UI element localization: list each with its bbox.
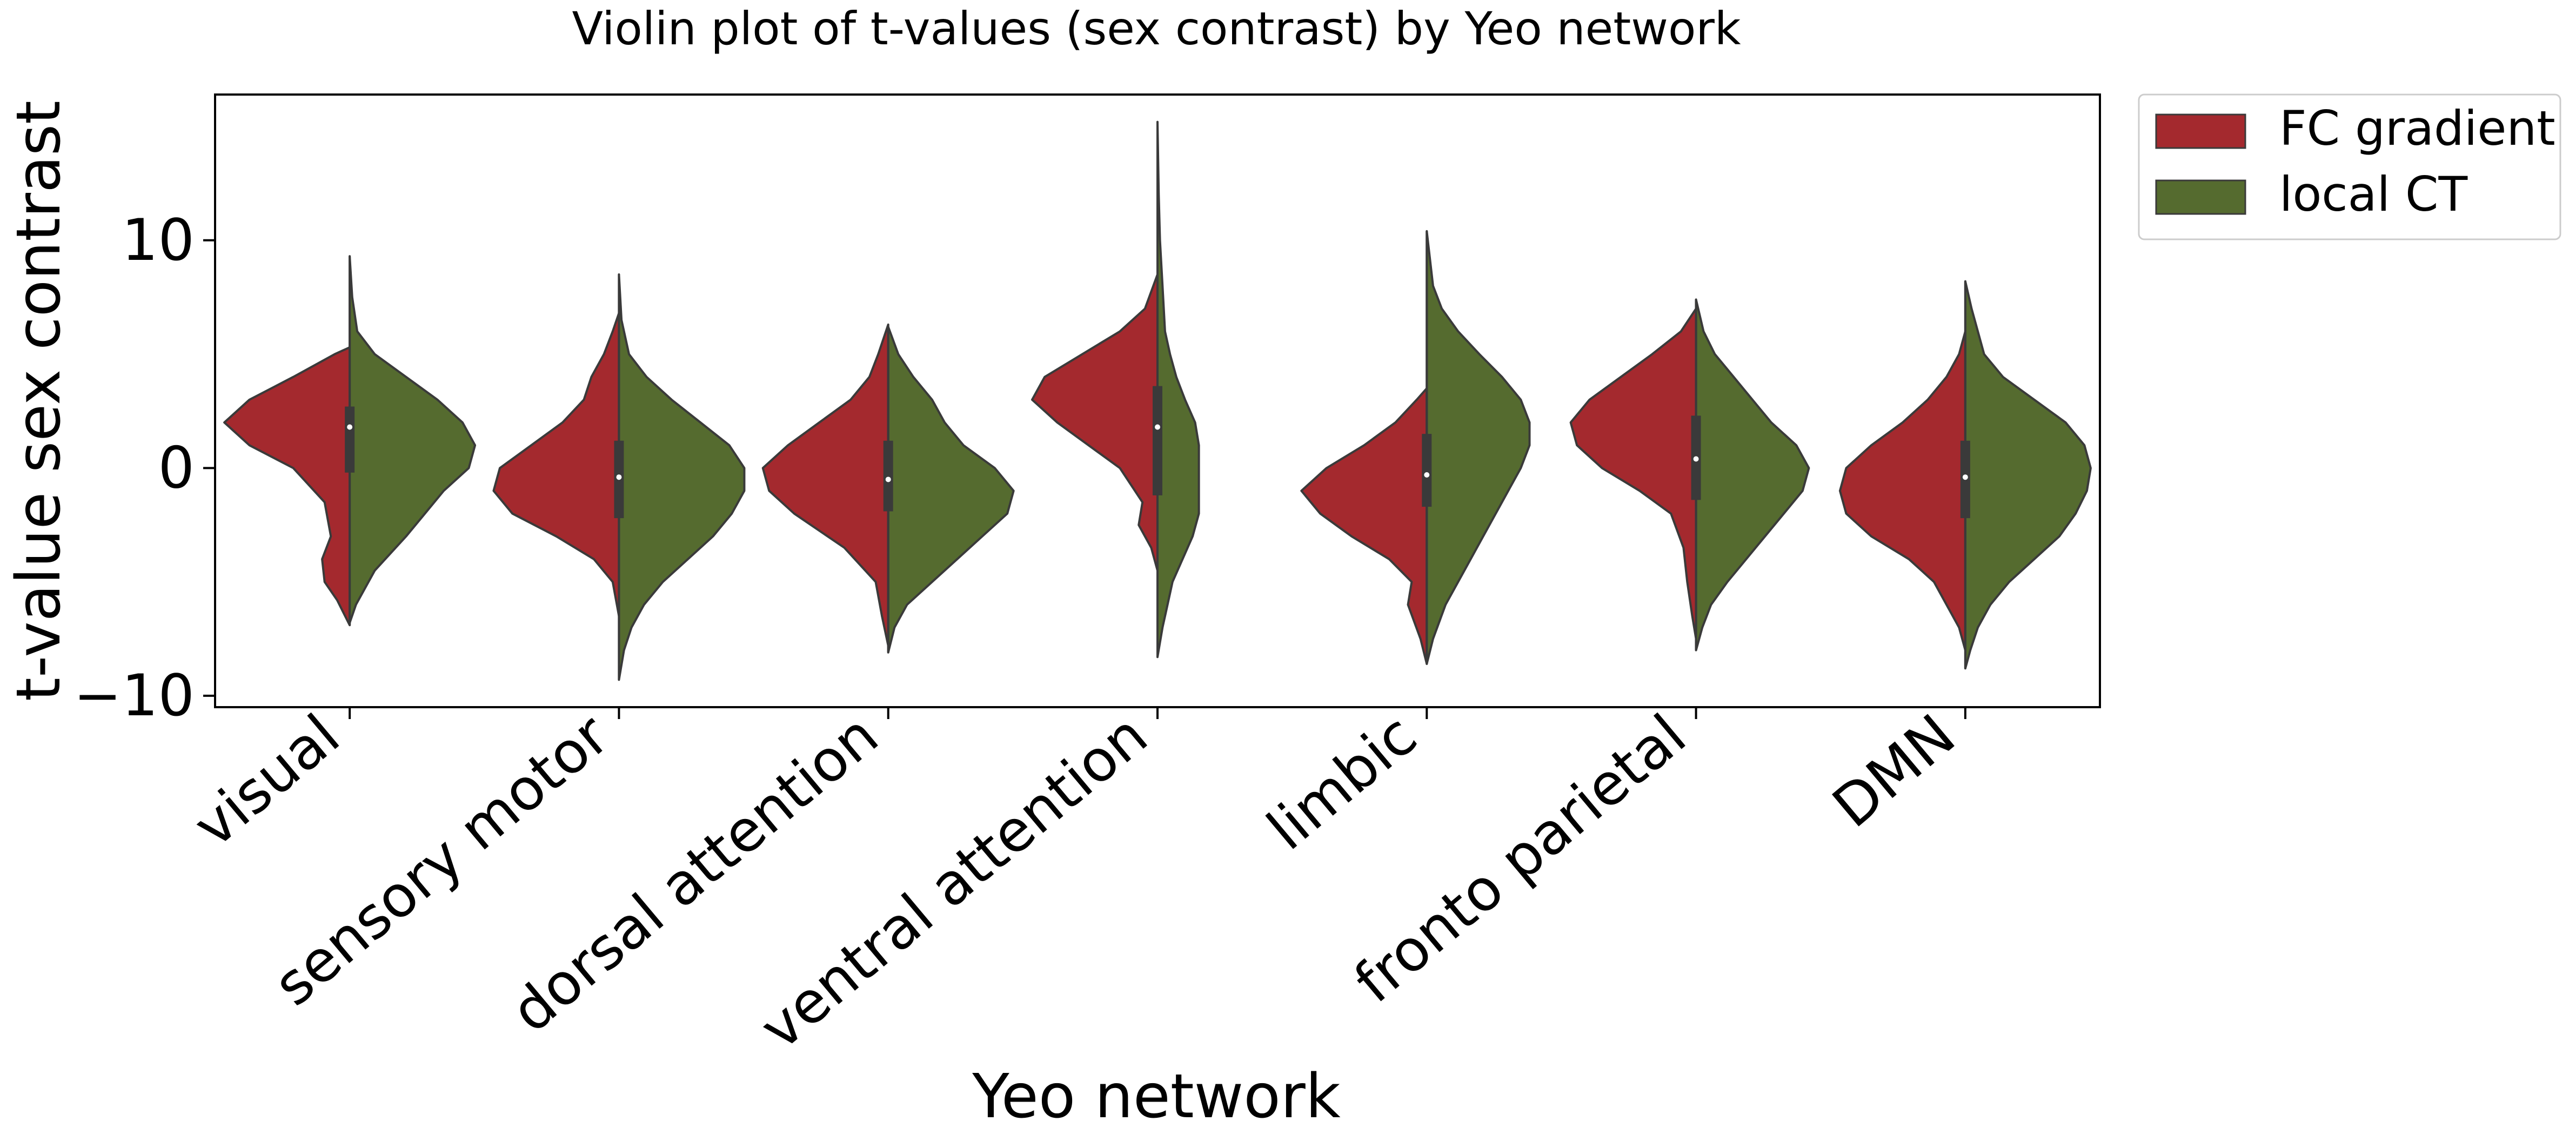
plot-area bbox=[223, 120, 2092, 681]
y-tick-label: 10 bbox=[122, 207, 195, 273]
median-dot-visual bbox=[347, 424, 353, 430]
violin-fc-gradient-visual bbox=[223, 346, 351, 627]
y-axis-label: t-value sex contrast bbox=[4, 100, 74, 701]
legend-swatch-fc-gradient bbox=[2155, 113, 2246, 149]
violin-local-ct-limbic bbox=[1426, 230, 1531, 665]
y-axis: −10 0 10 bbox=[73, 207, 215, 729]
violin-fc-gradient-dorsal-attention bbox=[761, 323, 889, 647]
median-dot-dorsal-attention bbox=[885, 476, 891, 482]
violin-fc-gradient-ventral-attention bbox=[1031, 273, 1159, 572]
iqr-box-ventral-attention bbox=[1153, 386, 1162, 495]
legend: FC gradient local CT bbox=[2138, 93, 2561, 240]
iqr-box-dorsal-attention bbox=[883, 440, 893, 512]
iqr-box-visual bbox=[345, 406, 355, 473]
legend-swatch-local-ct bbox=[2155, 179, 2246, 215]
legend-label-local-ct: local CT bbox=[2279, 166, 2468, 222]
chart-title: Violin plot of t-values (sex contrast) b… bbox=[572, 2, 1741, 55]
violin-fc-gradient-dmn bbox=[1838, 330, 1966, 652]
median-dot-sensory-motor bbox=[616, 474, 622, 480]
legend-label-fc-gradient: FC gradient bbox=[2279, 100, 2555, 156]
violin-fc-gradient-sensory-motor bbox=[492, 312, 620, 617]
x-tick-label-dmn: DMN bbox=[1821, 702, 1968, 840]
median-dot-dmn bbox=[1962, 474, 1968, 480]
y-tick-label: 0 bbox=[158, 434, 195, 501]
x-axis-label: Yeo network bbox=[972, 1062, 1341, 1132]
violin-local-ct-ventral-attention bbox=[1156, 120, 1200, 659]
y-tick-label: −10 bbox=[73, 662, 195, 729]
violin-local-ct-visual bbox=[349, 255, 477, 624]
violin-local-ct-fronto-parietal bbox=[1695, 298, 1810, 652]
x-tick-label-limbic: limbic bbox=[1255, 702, 1429, 863]
violin-local-ct-dmn bbox=[1964, 280, 2092, 670]
median-dot-ventral-attention bbox=[1155, 424, 1160, 430]
iqr-box-limbic bbox=[1422, 434, 1432, 507]
x-tick-label-visual: visual bbox=[181, 702, 352, 860]
violin-fc-gradient-fronto-parietal bbox=[1569, 307, 1697, 640]
violin-local-ct-dorsal-attention bbox=[887, 326, 1015, 654]
violin-fc-gradient-limbic bbox=[1300, 387, 1428, 665]
median-dot-fronto-parietal bbox=[1693, 456, 1699, 462]
median-dot-limbic bbox=[1424, 472, 1430, 478]
violin-local-ct-sensory-motor bbox=[618, 273, 746, 681]
